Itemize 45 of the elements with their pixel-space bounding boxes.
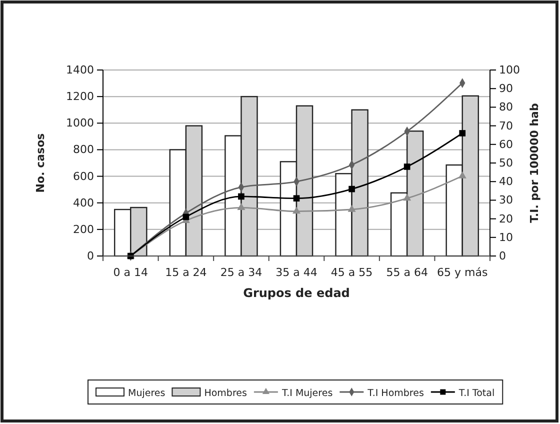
point bbox=[458, 171, 466, 178]
point bbox=[348, 186, 355, 192]
y-tick-label: 1200 bbox=[66, 90, 94, 104]
y2-tick-label: 30 bbox=[499, 194, 513, 207]
legend-label: Hombres bbox=[204, 388, 247, 399]
y2-tick-label: 80 bbox=[499, 100, 513, 114]
y-tick-label: 1400 bbox=[66, 64, 94, 77]
y2-tick-label: 10 bbox=[499, 230, 513, 244]
y-tick-label: 800 bbox=[73, 143, 94, 156]
y2-tick-label: 70 bbox=[499, 119, 513, 132]
y-axis-title: No. casos bbox=[34, 132, 47, 193]
y-tick-label: 600 bbox=[73, 170, 94, 183]
y2-tick-label: 40 bbox=[499, 175, 513, 188]
point bbox=[293, 195, 300, 202]
point bbox=[237, 202, 246, 210]
x-tick-label: 35 a 44 bbox=[276, 266, 318, 279]
point bbox=[238, 193, 244, 200]
x-axis-title: Grupos de edad bbox=[243, 286, 350, 300]
point bbox=[403, 194, 412, 201]
y2-tick-label: 0 bbox=[499, 250, 506, 263]
point bbox=[292, 206, 301, 214]
y2-tick-label: 100 bbox=[499, 64, 520, 77]
y-tick-label: 400 bbox=[73, 196, 94, 210]
y-tick-label: 0 bbox=[87, 250, 94, 263]
x-tick-label: 15 a 24 bbox=[165, 266, 207, 279]
legend-label: T.I Hombres bbox=[366, 388, 424, 399]
y2-tick-label: 20 bbox=[499, 212, 513, 226]
y-tick-label: 1000 bbox=[66, 116, 94, 130]
point bbox=[348, 204, 356, 212]
x-tick-label: 55 a 64 bbox=[386, 266, 428, 279]
x-tick-label: 65 y más bbox=[437, 266, 488, 279]
point bbox=[182, 214, 190, 220]
x-tick-label: 45 a 55 bbox=[330, 266, 373, 279]
point bbox=[404, 164, 410, 170]
x-tick-label: 25 a 34 bbox=[220, 266, 262, 279]
y2-axis-title: T.I. por 100000 hab bbox=[528, 103, 541, 223]
legend-label: T.I Mujeres bbox=[280, 388, 333, 399]
y2-tick-label: 90 bbox=[499, 82, 513, 96]
x-tick-label: 0 a 14 bbox=[113, 266, 148, 279]
legend-label: Mujeres bbox=[128, 388, 166, 399]
y-tick-label: 200 bbox=[73, 222, 94, 236]
y2-tick-label: 60 bbox=[499, 138, 513, 151]
y2-tick-label: 50 bbox=[499, 156, 513, 170]
legend-label: T.I Total bbox=[458, 388, 495, 399]
point bbox=[459, 130, 466, 136]
